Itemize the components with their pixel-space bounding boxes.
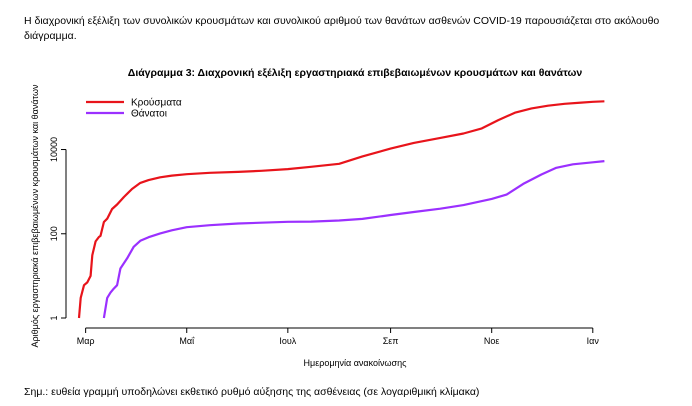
x-tick-label: Μαΐ xyxy=(179,336,195,346)
legend-label: Θάνατοι xyxy=(131,108,167,120)
y-tick-label: 100 xyxy=(49,226,59,241)
x-tick-label: Ιαν xyxy=(587,336,600,346)
intro-text: Η διαχρονική εξέλιξη των συνολικών κρουσ… xyxy=(24,15,660,42)
series-line-cases xyxy=(77,100,605,319)
legend-label: Κρούσματα xyxy=(131,97,182,109)
y-axis-label: Αριθμός εργαστηριακά επιβεβαιωμένων κρου… xyxy=(30,84,40,347)
x-tick-label: Νοε xyxy=(484,336,500,346)
footnote: Σημ.: ευθεία γραμμή υποδηλώνει εκθετικό … xyxy=(24,386,480,398)
chart-series xyxy=(77,100,605,319)
x-tick-label: Σεπ xyxy=(383,336,399,346)
x-tick-label: Μαρ xyxy=(77,336,95,346)
chart-axes: 1 100 10000 Μαρ Μαΐ Ιουλ Σεπ Νοε Ιαν xyxy=(49,137,599,346)
x-axis-label: Ημερομηνία ανακοίνωσης xyxy=(304,358,408,368)
chart-title: Διάγραμμα 3: Διαχρονική εξέλιξη εργαστηρ… xyxy=(128,67,583,79)
x-tick-label: Ιουλ xyxy=(279,336,296,346)
series-line-deaths xyxy=(102,160,605,319)
y-tick-label: 1 xyxy=(49,315,59,320)
y-tick-label: 10000 xyxy=(49,137,59,162)
